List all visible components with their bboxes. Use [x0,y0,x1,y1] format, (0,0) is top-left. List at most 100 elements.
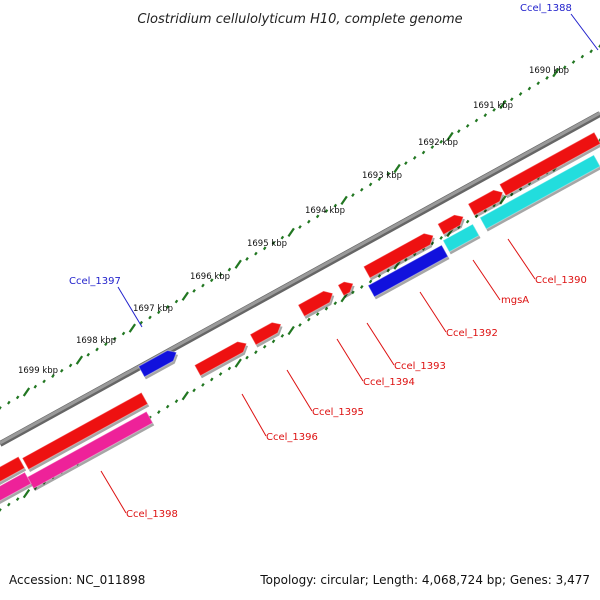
tick-mark [42,379,46,384]
gene-feature-ccel-1389 [467,189,505,218]
tick-mark [386,268,391,273]
tick-mark [307,219,311,224]
gene-feature-ccel-1390b [442,223,481,255]
tick-mark [324,306,329,311]
gene-label-ccel-1398[interactable]: Ccel_1398 [126,509,178,520]
tick-mark [404,161,408,166]
tick-mark [333,301,338,306]
leader-line-ccel-1397 [117,286,143,328]
tick-mark [324,209,329,213]
gene-label-ccel-1397[interactable]: Ccel_1397 [69,276,121,287]
tick-mark [552,67,560,78]
tick-mark [439,236,443,240]
tick-mark [192,288,196,293]
tick-mark [359,285,364,289]
tick-mark [7,502,11,507]
leader-line-ccel-1392 [419,291,447,333]
tick-mark [421,150,426,155]
map-title: Clostridium cellulolyticum H10, complete… [137,12,462,27]
tick-mark [157,310,161,315]
tick-mark [465,123,470,128]
leader-line-ccel-1393 [366,322,395,366]
gene-feature-ccel-1388 [498,131,600,199]
tick-mark [298,323,302,327]
tick-label: 1695 kbp [247,239,287,249]
leader-line-ccel-1398 [100,470,127,514]
gene-feature-left-red [0,455,27,485]
gene-label-ccel-1390[interactable]: Ccel_1390 [535,275,587,286]
tick-mark [234,358,242,368]
gene-label-mgsa[interactable]: mgsA [501,295,529,306]
tick-mark [218,372,223,376]
tick-mark [262,246,267,251]
tick-mark [0,406,2,410]
tick-mark [174,399,179,404]
tick-mark [499,99,507,110]
tick-mark [359,187,364,192]
tick-mark [86,352,91,357]
tick-mark [483,208,488,213]
gene-label-ccel-1394[interactable]: Ccel_1394 [363,377,415,388]
tick-mark [430,241,435,246]
tick-mark [192,388,196,393]
tick-mark [393,163,401,174]
tick-mark [340,293,348,303]
tick-mark [139,320,143,325]
leader-line-ccel-1394 [336,338,364,382]
tick-label: 1694 kbp [305,206,345,216]
tick-mark [393,260,401,270]
tick-label: 1699 kbp [18,366,58,376]
tick-label: 1698 kbp [76,336,116,346]
tick-mark [287,227,295,237]
tick-mark [509,97,514,102]
tick-mark [518,187,523,191]
outer-ruler [0,44,600,410]
tick-mark [386,171,391,176]
tick-mark [377,274,382,278]
tick-mark [315,312,320,317]
tick-mark [377,177,382,181]
tick-mark [280,235,285,240]
gene-label-ccel-1392[interactable]: Ccel_1392 [446,328,498,339]
tick-mark [254,350,258,355]
tick-mark [307,317,311,322]
gene-feature-ccel-1391 [362,232,435,281]
tick-mark [0,508,2,512]
tick-mark [315,214,320,219]
tick-mark [209,278,214,283]
gene-label-ccel-1396[interactable]: Ccel_1396 [266,432,318,443]
accession-label: Accession: NC_011898 [9,573,146,587]
gene-feature-ccel-1398 [26,410,155,491]
tick-mark [254,251,258,256]
tick-label: 1697 kbp [133,304,173,314]
tick-mark [412,155,417,160]
tick-mark [7,400,11,405]
tick-label: 1696 kbp [190,272,230,282]
gene-label-ccel-1393[interactable]: Ccel_1393 [394,361,446,372]
gene-features [0,131,600,505]
tick-mark [181,291,189,301]
tick-mark [509,192,514,197]
tick-mark [112,336,117,341]
gene-label-ccel-1388[interactable]: Ccel_1388 [520,3,572,14]
tick-mark [333,203,338,208]
tick-mark [22,387,31,397]
gene-feature-ccel-1392 [367,244,450,300]
tick-mark [148,315,152,320]
tick-labels: 1690 kbp 1691 kbp 1692 kbp 1693 kbp 1694 kbp… [18,66,569,376]
gene-feature-ccel-1390 [479,154,600,232]
tick-mark [227,366,232,371]
tick-mark [104,342,108,347]
gene-feature-mgsA [437,214,465,238]
tick-mark [287,325,295,336]
tick-mark [75,355,84,365]
gene-labels: Ccel_1388 Ccel_1390 mgsA Ccel_1392 Ccel_1393… [69,3,599,520]
tick-mark [571,60,576,64]
tick-mark [51,374,55,378]
gene-feature-ccel-1395 [249,321,283,348]
tick-mark [201,382,205,387]
gene-label-ccel-1395[interactable]: Ccel_1395 [312,407,364,418]
tick-mark [589,49,593,54]
gene-feature-ccel-1394 [297,290,335,319]
